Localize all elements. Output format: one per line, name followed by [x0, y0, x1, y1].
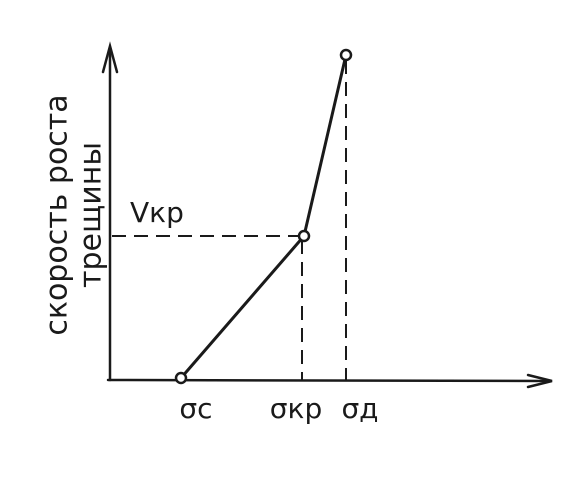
- x-arrow: [526, 373, 553, 389]
- y-label-line2: трещины: [74, 142, 109, 288]
- crack-growth-curve: [179, 54, 348, 379]
- sigma-c-label: σс: [179, 392, 212, 425]
- sigma-d-label: σд: [341, 392, 378, 425]
- point-sigma-cr: [297, 229, 311, 243]
- y-label-line1: скорость роста: [40, 94, 75, 335]
- sigma-cr-label: σкр: [270, 392, 322, 425]
- y-arrow: [101, 41, 119, 74]
- point-sigma-d: [339, 48, 353, 62]
- x-axis: [106, 378, 550, 383]
- v-cr-label: Vкр: [130, 196, 184, 229]
- point-sigma-c: [174, 371, 188, 385]
